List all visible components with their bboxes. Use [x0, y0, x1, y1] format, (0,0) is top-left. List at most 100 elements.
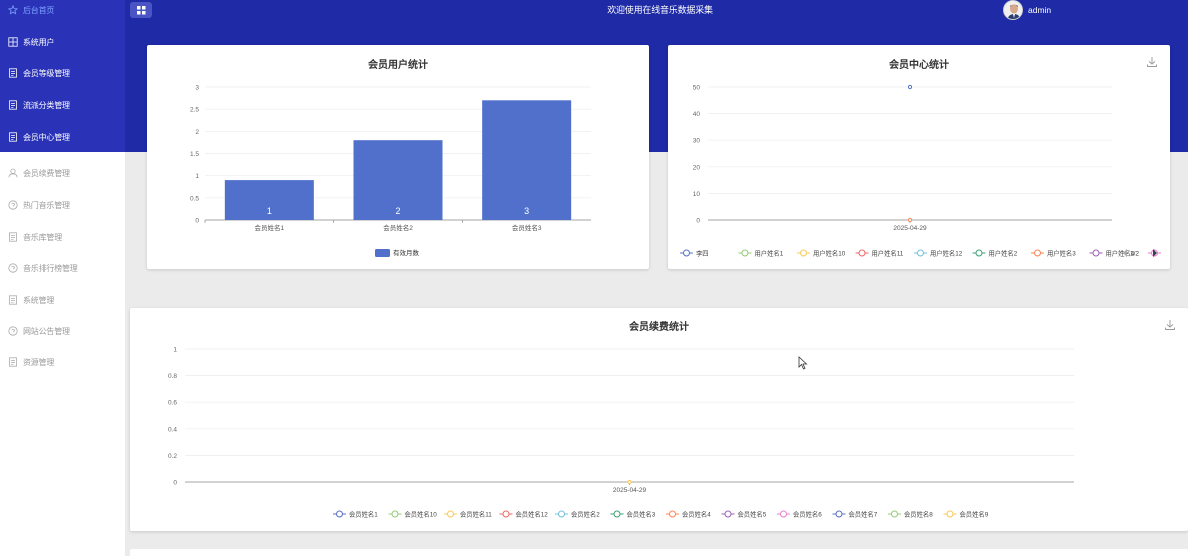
avatar-image: [1004, 1, 1022, 19]
y-tick-label: 0.2: [168, 453, 177, 460]
legend-next-page-icon[interactable]: [1153, 249, 1157, 257]
welcome-text: 欢迎使用在线音乐数据采集: [607, 5, 713, 15]
legend-label: 用户姓名10: [813, 248, 846, 257]
legend-label: 会员姓名12: [516, 509, 549, 518]
legend-label: 会员姓名8: [904, 509, 933, 518]
legend-marker: [800, 249, 807, 257]
avatar[interactable]: [1003, 0, 1023, 20]
sidebar-item-label: 流派分类管理: [23, 100, 70, 110]
sidebar-item[interactable]: 会员中心管理: [0, 127, 125, 147]
legend-label: 会员姓名9: [960, 509, 989, 518]
legend-label: 会员姓名10: [405, 509, 438, 518]
y-tick-label: 30: [693, 138, 701, 145]
sidebar-item[interactable]: 网站公告管理: [0, 321, 125, 341]
legend-label: 会员姓名11: [460, 509, 492, 518]
y-tick-label: 1: [173, 347, 177, 354]
legend-marker: [1034, 249, 1041, 257]
sidebar: 后台首页系统用户会员等级管理 流派分类管理 会员中心管理 会员续费管理热门音乐管理音乐…: [0, 0, 125, 556]
member-center-stats-card: 会员中心统计 0 10 20 30 40 50 2025-04-29 李四 用户姓名1 用户姓名1…: [668, 45, 1170, 269]
menu-toggle-button[interactable]: [130, 2, 152, 18]
y-tick-label: 0.6: [168, 400, 177, 407]
bar-data-label: 2: [395, 206, 400, 216]
legend-marker: [613, 510, 621, 518]
sidebar-item[interactable]: 系统用户: [0, 32, 125, 52]
legend-marker: [683, 249, 690, 257]
legend-label: 李四: [696, 248, 709, 257]
legend-marker: [447, 510, 454, 518]
download-icon[interactable]: [1146, 56, 1158, 68]
legend-label: 用户姓名3: [1047, 248, 1076, 257]
sidebar-item[interactable]: 热门音乐管理: [0, 195, 125, 215]
y-tick-label: 3: [195, 85, 199, 92]
grid-icon: [8, 37, 18, 47]
username[interactable]: admin: [1028, 5, 1052, 15]
sidebar-item[interactable]: 会员续费管理: [0, 163, 125, 183]
bar-data-label: 3: [524, 206, 529, 216]
y-tick-label: 2.5: [190, 107, 199, 114]
x-tick-label: 2025-04-29: [613, 487, 647, 494]
circle-icon: [8, 326, 18, 336]
sidebar-item-label: 会员等级管理: [23, 68, 70, 78]
legend-label: 会员姓名4: [682, 509, 711, 518]
legend-marker: [502, 510, 510, 518]
sidebar-item[interactable]: 会员等级管理: [0, 63, 125, 83]
legend-label: 用户姓名4: [1106, 248, 1135, 257]
sidebar-item-label: 系统管理: [23, 295, 55, 305]
legend-marker: [780, 510, 787, 518]
y-tick-label: 1: [195, 173, 199, 180]
legend-marker: [975, 249, 983, 257]
download-icon[interactable]: [1164, 319, 1176, 331]
sidebar-item-label: 会员中心管理: [23, 132, 70, 142]
sidebar-item[interactable]: 系统管理: [0, 290, 125, 310]
legend-marker: [336, 510, 343, 518]
sidebar-item-label: 会员续费管理: [23, 168, 70, 178]
sidebar-item[interactable]: 音乐库管理: [0, 227, 125, 247]
y-tick-label: 0.8: [168, 373, 177, 380]
legend-label: 有效月数: [393, 248, 420, 257]
doc-icon: [8, 232, 18, 242]
bar: [353, 140, 443, 220]
member-center-line-chart: 0 10 20 30 40 50 2025-04-29 李四 用户姓名1 用户姓名10 用户姓名11…: [680, 84, 1161, 258]
sidebar-item[interactable]: 后台首页: [0, 0, 125, 20]
doc-icon: [8, 68, 18, 78]
user-icon: [8, 168, 18, 178]
legend-marker: [558, 510, 565, 518]
doc-icon: [8, 132, 18, 142]
x-tick-label: 会员姓名2: [383, 223, 413, 232]
x-tick-label: 会员姓名1: [255, 223, 285, 232]
legend-label: 用户姓名12: [930, 248, 963, 257]
y-tick-label: 10: [693, 191, 701, 198]
data-point: [907, 217, 913, 223]
sidebar-item[interactable]: 音乐排行榜管理: [0, 258, 125, 278]
y-tick-label: 0: [696, 218, 700, 225]
sidebar-item[interactable]: 流派分类管理: [0, 95, 125, 115]
legend-label: 用户姓名11: [872, 248, 904, 257]
legend-label: 会员姓名7: [849, 509, 878, 518]
y-tick-label: 0: [173, 480, 177, 487]
grid-icon: [136, 5, 145, 14]
chart-title: 会员续费统计: [629, 322, 689, 333]
sidebar-item-label: 音乐库管理: [23, 232, 62, 242]
legend-page-indicator: 1/2: [1130, 251, 1139, 258]
legend-marker: [835, 510, 843, 518]
doc-icon: [8, 100, 18, 110]
sidebar-item-label: 后台首页: [23, 5, 55, 15]
legend-label: 会员姓名1: [349, 509, 378, 518]
mouse-cursor-icon: [798, 356, 808, 370]
star-icon: [8, 5, 18, 15]
sidebar-item-label: 音乐排行榜管理: [23, 263, 78, 273]
legend-label: 会员姓名2: [571, 509, 600, 518]
legend-prev-page-icon[interactable]: [1123, 249, 1127, 257]
member-renewal-stats-card: 会员续费统计 0 0.2 0.4 0.6 0.8 1 2025-04-29 会员姓名1 会员姓名…: [130, 308, 1188, 531]
x-tick-label: 2025-04-29: [893, 225, 927, 232]
legend-marker: [891, 510, 898, 518]
circle-icon: [8, 263, 18, 273]
sidebar-item-label: 资源管理: [23, 357, 55, 367]
data-point: [907, 84, 913, 90]
sidebar-item[interactable]: 资源管理: [0, 352, 125, 372]
y-tick-label: 1.5: [190, 151, 199, 158]
legend-swatch: [375, 249, 390, 257]
legend-marker: [741, 249, 749, 257]
legend-label: 用户姓名1: [755, 248, 784, 257]
y-tick-label: 50: [693, 85, 701, 92]
